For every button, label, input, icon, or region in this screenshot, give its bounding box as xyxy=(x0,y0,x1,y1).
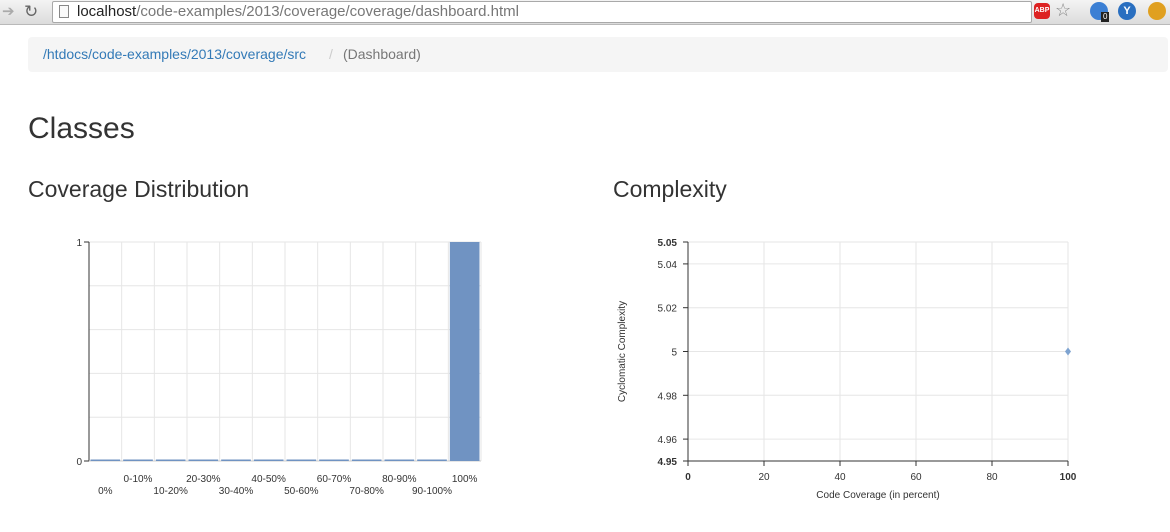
x-tick-label: 10-20% xyxy=(153,486,188,497)
bar-70-80% xyxy=(351,459,382,461)
y-tick-label: 5.04 xyxy=(658,260,678,271)
adblock-icon[interactable]: ABP xyxy=(1034,3,1050,19)
x-tick-label: 0% xyxy=(98,486,113,497)
url-host: localhost xyxy=(77,3,137,20)
extension-y-icon[interactable]: Y xyxy=(1118,2,1136,20)
x-tick-label: 70-80% xyxy=(349,486,384,497)
extension-badge: 0 xyxy=(1101,12,1110,22)
bar-100% xyxy=(449,242,480,461)
x-tick-label: 20 xyxy=(758,472,770,483)
bar-60-70% xyxy=(319,459,349,461)
x-tick-label: 0-10% xyxy=(124,474,153,485)
page-title: Classes xyxy=(28,112,135,145)
complexity-heading: Complexity xyxy=(613,176,727,202)
bar-0-10% xyxy=(123,459,153,461)
url-text[interactable]: localhost/code-examples/2013/coverage/co… xyxy=(77,3,519,21)
bookmark-star-icon[interactable]: ☆ xyxy=(1055,0,1072,20)
breadcrumb: /htdocs/code-examples/2013/coverage/src … xyxy=(28,37,1168,72)
x-tick-label: 0 xyxy=(685,472,691,483)
y-tick-label: 4.95 xyxy=(658,457,678,468)
bar-0% xyxy=(90,459,121,461)
y-tick-label: 5 xyxy=(671,348,677,359)
complexity-chart: 4.95 4.96 4.98 5 5.02 5.04 5.05 0 20 40 60 80 100 Cod… xyxy=(617,238,1077,501)
breadcrumb-link-src[interactable]: /htdocs/code-examples/2013/coverage/src xyxy=(43,46,307,62)
y-tick-label: 1 xyxy=(76,238,82,249)
x-tick-label: 20-30% xyxy=(186,474,221,485)
x-tick-label: 40 xyxy=(834,472,846,483)
x-tick-label: 80 xyxy=(986,472,998,483)
extension-face-icon[interactable] xyxy=(1148,2,1166,20)
bar-10-20% xyxy=(155,459,186,461)
data-point xyxy=(1065,347,1071,356)
breadcrumb-separator: / xyxy=(329,46,333,62)
coverage-distribution-heading: Coverage Distribution xyxy=(28,176,250,202)
url-path: /code-examples/2013/coverage/coverage/da… xyxy=(136,3,519,20)
y-tick-label: 0 xyxy=(76,457,82,468)
x-tick-label: 80-90% xyxy=(382,474,417,485)
bar-50-60% xyxy=(286,459,317,461)
browser-toolbar: ➔ ↻ localhost/code-examples/2013/coverag… xyxy=(0,0,1170,25)
bar-80-90% xyxy=(384,459,415,461)
reload-icon[interactable]: ↻ xyxy=(24,2,39,21)
breadcrumb-active: (Dashboard) xyxy=(343,46,421,62)
x-tick-label: 100% xyxy=(452,474,478,485)
bar-40-50% xyxy=(253,459,284,461)
bar-90-100% xyxy=(417,459,447,461)
x-tick-label: 60 xyxy=(910,472,922,483)
x-tick-label: 50-60% xyxy=(284,486,319,497)
x-tick-label: 100 xyxy=(1060,472,1077,483)
coverage-distribution-chart: 0 1 0% 0-10%10-20%20-30%30-40%40-50%50-60%6… xyxy=(76,238,482,497)
bar-20-30% xyxy=(188,459,219,461)
forward-icon[interactable]: ➔ xyxy=(2,3,15,20)
x-tick-label: 30-40% xyxy=(219,486,254,497)
x-tick-label: 60-70% xyxy=(317,474,352,485)
y-tick-label: 5.05 xyxy=(658,238,678,249)
y-axis-label: Cyclomatic Complexity xyxy=(617,301,628,402)
x-tick-label: 40-50% xyxy=(251,474,286,485)
y-tick-label: 4.98 xyxy=(658,391,678,402)
page-icon xyxy=(59,5,69,18)
x-tick-label: 90-100% xyxy=(412,486,452,497)
y-tick-label: 4.96 xyxy=(658,435,678,446)
y-tick-label: 5.02 xyxy=(658,304,678,315)
address-bar[interactable]: localhost/code-examples/2013/coverage/co… xyxy=(52,0,1071,23)
x-axis-label: Code Coverage (in percent) xyxy=(816,490,939,501)
bar-30-40% xyxy=(221,459,251,461)
